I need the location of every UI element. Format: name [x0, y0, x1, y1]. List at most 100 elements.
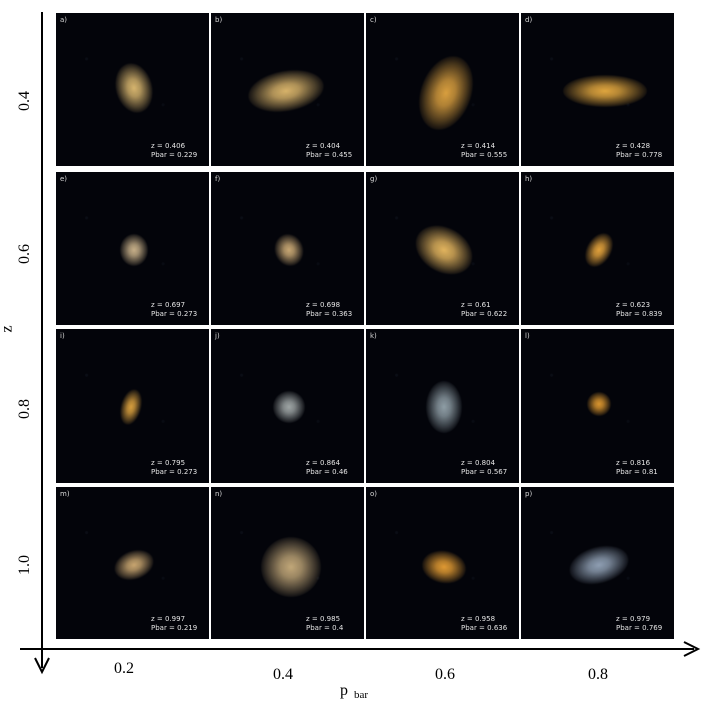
panel-info: z = 0.804 Pbar = 0.567 [461, 459, 509, 477]
panel-pbar: Pbar = 0.622 [461, 310, 508, 318]
panel-info: z = 0.414 Pbar = 0.555 [461, 142, 509, 160]
panel-tag: n) [215, 490, 223, 498]
panel-redshift: z = 0.795 [151, 459, 186, 467]
panel-redshift: z = 0.997 [151, 615, 186, 623]
galaxy-image [426, 381, 462, 433]
panel-pbar: Pbar = 0.273 [151, 310, 198, 318]
panel-pbar: Pbar = 0.769 [616, 624, 663, 632]
y-axis-arrowhead [34, 657, 50, 675]
panel-redshift: z = 0.428 [616, 142, 651, 150]
col-label-2: 0.4 [273, 666, 293, 683]
panel-info: z = 0.979 Pbar = 0.769 [616, 615, 664, 633]
panel-pbar: Pbar = 0.778 [616, 151, 663, 159]
panel-tag: b) [215, 16, 223, 24]
panel-tag: f) [215, 175, 221, 183]
panel-info: z = 0.697 Pbar = 0.273 [151, 301, 199, 319]
panel-tag: m) [60, 490, 70, 498]
panel-redshift: z = 0.414 [461, 142, 496, 150]
col-label-4: 0.8 [588, 666, 608, 683]
galaxy-panel: b) z = 0.404 Pbar = 0.455 [211, 13, 364, 166]
panel-redshift: z = 0.804 [461, 459, 496, 467]
galaxy-panel: m) z = 0.997 Pbar = 0.219 [56, 487, 209, 639]
panel-redshift: z = 0.979 [616, 615, 651, 623]
panel-background [521, 329, 674, 483]
galaxy-image [273, 391, 305, 423]
galaxy-panel: f) z = 0.698 Pbar = 0.363 [211, 172, 364, 325]
panel-info: z = 0.997 Pbar = 0.219 [151, 615, 199, 633]
panel-redshift: z = 0.985 [306, 615, 341, 623]
panel-redshift: z = 0.623 [616, 301, 651, 309]
panel-background [521, 13, 674, 166]
panel-info: z = 0.698 Pbar = 0.363 [306, 301, 354, 319]
galaxy-panel: g) z = 0.61 Pbar = 0.622 [366, 172, 519, 325]
panel-tag: k) [370, 332, 377, 340]
y-axis-label: z [0, 325, 16, 333]
galaxy-panel: l) z = 0.816 Pbar = 0.81 [521, 329, 674, 483]
panel-info: z = 0.61 Pbar = 0.622 [461, 301, 509, 319]
panel-redshift: z = 0.406 [151, 142, 186, 150]
panel-pbar: Pbar = 0.219 [151, 624, 198, 632]
galaxy-panel: o) z = 0.958 Pbar = 0.636 [366, 487, 519, 639]
panel-pbar: Pbar = 0.555 [461, 151, 508, 159]
galaxy-panel: k) z = 0.804 Pbar = 0.567 [366, 329, 519, 483]
panel-tag: c) [370, 16, 377, 24]
panel-info: z = 0.428 Pbar = 0.778 [616, 142, 664, 160]
row-label-2: 0.6 [16, 244, 33, 264]
galaxy-panel: i) z = 0.795 Pbar = 0.273 [56, 329, 209, 483]
galaxy-panel: e) z = 0.697 Pbar = 0.273 [56, 172, 209, 325]
panel-pbar: Pbar = 0.363 [306, 310, 353, 318]
x-axis-label-sub: bar [354, 689, 369, 701]
panel-info: z = 0.958 Pbar = 0.636 [461, 615, 509, 633]
panel-info: z = 0.795 Pbar = 0.273 [151, 459, 199, 477]
galaxy-image [120, 234, 148, 266]
galaxy-panel: p) z = 0.979 Pbar = 0.769 [521, 487, 674, 639]
galaxy-panel: a) z = 0.406 Pbar = 0.229 [56, 13, 209, 166]
x-axis-label: p bar [340, 682, 369, 701]
panel-tag: h) [525, 175, 533, 183]
panel-info: z = 0.816 Pbar = 0.81 [616, 459, 664, 477]
panel-redshift: z = 0.697 [151, 301, 186, 309]
panel-redshift: z = 0.958 [461, 615, 496, 623]
panel-background [211, 172, 364, 325]
panel-pbar: Pbar = 0.636 [461, 624, 508, 632]
panel-tag: e) [60, 175, 68, 183]
panel-tag: a) [60, 16, 68, 24]
panel-info: z = 0.985 Pbar = 0.4 [306, 615, 354, 633]
panel-info: z = 0.404 Pbar = 0.455 [306, 142, 354, 160]
galaxy-image [261, 537, 321, 597]
panel-redshift: z = 0.698 [306, 301, 341, 309]
panel-tag: d) [525, 16, 533, 24]
row-label-3: 0.8 [16, 399, 33, 419]
x-axis-label-main: p [340, 682, 348, 699]
galaxy-panel: d) z = 0.428 Pbar = 0.778 [521, 13, 674, 166]
galaxy-panel: c) z = 0.414 Pbar = 0.555 [366, 13, 519, 166]
panel-redshift: z = 0.816 [616, 459, 651, 467]
panel-pbar: Pbar = 0.273 [151, 468, 198, 476]
panel-redshift: z = 0.404 [306, 142, 341, 150]
panel-pbar: Pbar = 0.81 [616, 468, 658, 476]
panel-redshift: z = 0.61 [461, 301, 491, 309]
x-axis-arrowhead [683, 641, 701, 657]
panel-background [366, 487, 519, 639]
col-label-1: 0.2 [114, 660, 134, 677]
panel-tag: g) [370, 175, 378, 183]
row-label-1: 0.4 [16, 91, 33, 111]
panel-pbar: Pbar = 0.46 [306, 468, 348, 476]
panel-tag: i) [60, 332, 65, 340]
panel-pbar: Pbar = 0.455 [306, 151, 353, 159]
panel-tag: l) [525, 332, 530, 340]
galaxy-image [563, 75, 647, 107]
panel-redshift: z = 0.864 [306, 459, 341, 467]
panel-tag: p) [525, 490, 533, 498]
panel-info: z = 0.623 Pbar = 0.839 [616, 301, 664, 319]
galaxy-panel: j) z = 0.864 Pbar = 0.46 [211, 329, 364, 483]
panel-tag: j) [215, 332, 220, 340]
panel-pbar: Pbar = 0.839 [616, 310, 663, 318]
panel-pbar: Pbar = 0.229 [151, 151, 198, 159]
galaxy-panel: n) z = 0.985 Pbar = 0.4 [211, 487, 364, 639]
panel-info: z = 0.864 Pbar = 0.46 [306, 459, 354, 477]
panel-background [366, 329, 519, 483]
panel-pbar: Pbar = 0.4 [306, 624, 344, 632]
panel-tag: o) [370, 490, 378, 498]
